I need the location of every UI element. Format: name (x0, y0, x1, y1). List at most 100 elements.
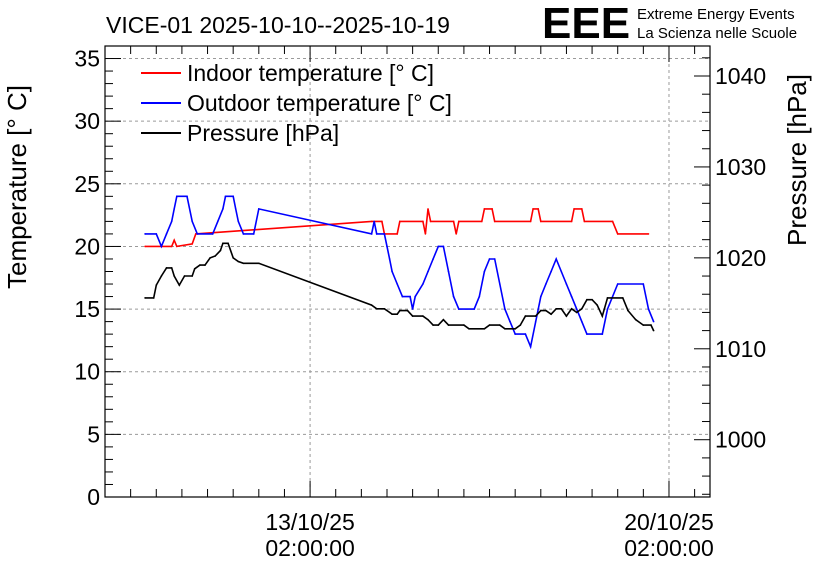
series-2-point (642, 283, 645, 285)
series-3-point (399, 309, 401, 312)
series-3-point (160, 275, 163, 277)
series-3-point (237, 260, 240, 263)
series-2-point (170, 220, 173, 223)
series-1-point (616, 233, 619, 235)
series-2-point (383, 233, 386, 235)
series-2-point (196, 233, 199, 235)
series-1-point (144, 245, 146, 248)
series-3-point (391, 313, 393, 316)
series-2-point (616, 283, 619, 285)
series-2-point (234, 208, 237, 210)
series-1-point (176, 245, 178, 248)
series-1-point (540, 220, 542, 223)
series-2-point (442, 245, 445, 248)
series-2-point (601, 333, 604, 335)
series-2-point (488, 258, 491, 260)
series-2-point (647, 308, 650, 310)
series-1-point (458, 220, 460, 223)
series-2-point (173, 208, 175, 210)
series-2-point (560, 270, 563, 273)
series-3-point (499, 324, 501, 326)
series-3-point (652, 329, 655, 332)
series-2-point (555, 258, 557, 260)
series-3-point (540, 309, 542, 312)
series-2-point (375, 233, 378, 235)
series-3-point (191, 275, 193, 277)
series-3-point (178, 284, 181, 286)
series-2-point (540, 295, 542, 298)
series-2-point (499, 283, 501, 285)
series-1-point (647, 233, 650, 235)
series-3-point (504, 328, 506, 330)
series-2-point (144, 233, 146, 235)
series-1-point (583, 220, 586, 223)
series-2-point (155, 233, 158, 235)
series-2-point (232, 195, 234, 198)
series-1-point (424, 233, 427, 235)
x-tick-label-date: 13/10/25 (265, 509, 355, 535)
series-3-point (193, 268, 196, 270)
series-1-point (570, 220, 573, 223)
series-2-point (458, 308, 460, 310)
logo-line-2: La Scienza nelle Scuole (637, 25, 797, 42)
y-right-tick-label: 1000 (715, 427, 766, 453)
series-3-point (183, 275, 186, 277)
series-3-point (591, 298, 593, 301)
series-3-point (634, 318, 637, 321)
series-3-point (534, 315, 537, 317)
series-3-point (422, 315, 424, 317)
series-2-point (242, 233, 245, 235)
series-2-point (176, 195, 178, 198)
series-1-point (399, 220, 401, 223)
series-3-point (468, 328, 470, 330)
series-2-point (483, 270, 486, 273)
y-left-tick-label: 35 (74, 46, 100, 72)
series-2-point (160, 245, 163, 248)
chart-title: VICE-01 2025-10-10--2025-10-19 (106, 12, 450, 38)
y-axis-right-label: Pressure [hPa] (782, 74, 812, 246)
series-2-point (217, 220, 219, 223)
legend-label: Indoor temperature [° C] (187, 60, 434, 86)
series-1-point (396, 233, 399, 235)
series-3-point (483, 328, 486, 330)
series-3-point (258, 262, 260, 265)
series-2-point (422, 283, 424, 285)
series-3-point (199, 264, 201, 266)
y-right-tick-label: 1020 (715, 245, 766, 271)
series-3-point (383, 308, 386, 310)
series-1-point (491, 208, 493, 210)
series-2-point (414, 295, 417, 298)
series-3-point (209, 257, 211, 259)
series-1-point (170, 245, 173, 248)
series-2-point (473, 308, 476, 310)
series-1-point (455, 233, 458, 235)
series-2-point (252, 233, 255, 235)
series-1-point (532, 208, 534, 210)
series-3-point (560, 308, 563, 310)
y-right-tick-label: 1040 (715, 63, 766, 89)
series-1-point (611, 220, 614, 223)
series-2-point (575, 308, 578, 310)
y-left-tick-label: 5 (87, 421, 100, 447)
series-3-point (442, 318, 445, 321)
series-2-point (581, 320, 583, 323)
series-1-point (427, 208, 429, 210)
legend: Indoor temperature [° C] Outdoor temperat… (141, 60, 452, 146)
series-2-point (222, 208, 224, 210)
series-3-point (575, 311, 578, 314)
series-2-point (186, 195, 188, 198)
x-tick-label-date: 20/10/25 (624, 509, 714, 535)
series-2-point (447, 270, 450, 273)
series-3-point (204, 264, 206, 266)
series-3-point (144, 297, 146, 299)
y-left-tick-label: 15 (74, 296, 100, 322)
series-3-point (488, 324, 491, 326)
series-1-point (173, 239, 175, 241)
series-1-point (483, 208, 486, 210)
series-2-point (258, 208, 260, 210)
series-3-point (375, 308, 378, 310)
series-3-point (606, 297, 609, 299)
series-3-point (222, 242, 224, 245)
series-layer (144, 195, 655, 350)
series-2-point (606, 308, 609, 310)
